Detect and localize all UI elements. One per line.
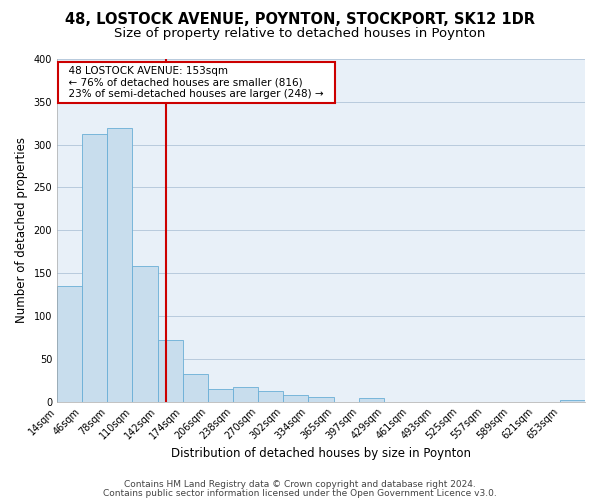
Text: Size of property relative to detached houses in Poynton: Size of property relative to detached ho…	[115, 28, 485, 40]
Bar	[258, 392, 283, 402]
X-axis label: Distribution of detached houses by size in Poynton: Distribution of detached houses by size …	[171, 447, 471, 460]
Bar	[308, 398, 334, 402]
Bar	[107, 128, 133, 402]
Text: Contains HM Land Registry data © Crown copyright and database right 2024.: Contains HM Land Registry data © Crown c…	[124, 480, 476, 489]
Bar	[359, 398, 384, 402]
Y-axis label: Number of detached properties: Number of detached properties	[15, 138, 28, 324]
Bar	[82, 134, 107, 402]
Bar	[57, 286, 82, 402]
Bar	[283, 394, 308, 402]
Bar	[208, 388, 233, 402]
Bar	[158, 340, 183, 402]
Text: Contains public sector information licensed under the Open Government Licence v3: Contains public sector information licen…	[103, 489, 497, 498]
Bar	[133, 266, 158, 402]
Bar	[560, 400, 585, 402]
Bar	[183, 374, 208, 402]
Text: 48 LOSTOCK AVENUE: 153sqm
  ← 76% of detached houses are smaller (816)
  23% of : 48 LOSTOCK AVENUE: 153sqm ← 76% of detac…	[62, 66, 331, 99]
Bar	[233, 387, 258, 402]
Text: 48, LOSTOCK AVENUE, POYNTON, STOCKPORT, SK12 1DR: 48, LOSTOCK AVENUE, POYNTON, STOCKPORT, …	[65, 12, 535, 28]
